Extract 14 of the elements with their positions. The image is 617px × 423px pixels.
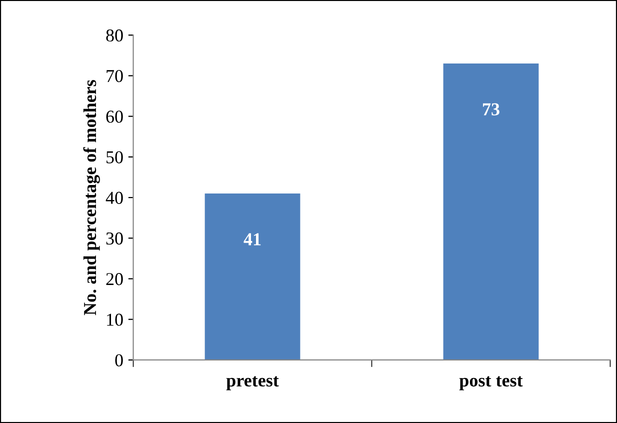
y-tick-label: 10 [107,314,123,326]
y-tick-label: 0 [115,354,123,366]
x-tick-label: post test [459,376,523,390]
y-tick-label: 30 [106,232,123,245]
y-tick-label: 50 [106,151,123,164]
y-axis-title: No. and percentage of mothers [83,80,100,316]
data-label: 73 [482,103,500,116]
y-tick-label: 60 [106,110,123,123]
data-label: 41 [244,233,261,246]
y-tick-label: 20 [106,273,123,286]
x-tick-label: pretest [226,376,279,390]
y-tick-label: 40 [106,192,123,204]
y-tick-label: 70 [106,70,123,82]
y-tick-label: 80 [106,29,123,42]
